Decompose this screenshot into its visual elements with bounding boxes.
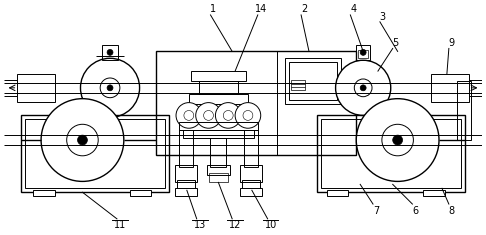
Bar — [156, 51, 356, 155]
Bar — [358, 51, 368, 58]
Bar — [102, 44, 118, 60]
Circle shape — [198, 105, 215, 122]
Bar — [207, 165, 230, 175]
Bar — [175, 188, 197, 196]
Bar — [179, 130, 193, 167]
Circle shape — [78, 135, 87, 145]
Circle shape — [41, 99, 124, 181]
Circle shape — [107, 49, 113, 55]
Bar — [240, 165, 262, 182]
Text: 2: 2 — [301, 4, 307, 14]
Bar — [240, 188, 262, 196]
Circle shape — [176, 103, 202, 128]
Circle shape — [360, 49, 366, 55]
Circle shape — [196, 103, 221, 128]
Circle shape — [215, 103, 241, 128]
Text: 4: 4 — [350, 4, 356, 14]
Text: 9: 9 — [449, 39, 455, 48]
Bar — [21, 115, 169, 192]
Circle shape — [354, 79, 372, 97]
Bar — [289, 62, 337, 100]
Circle shape — [100, 78, 120, 98]
Circle shape — [382, 124, 414, 156]
Bar — [242, 180, 260, 190]
Circle shape — [243, 110, 253, 120]
Bar — [431, 74, 469, 102]
Bar — [291, 80, 305, 90]
Text: 7: 7 — [373, 206, 379, 216]
Circle shape — [235, 103, 260, 128]
Text: 6: 6 — [412, 206, 418, 216]
Bar — [199, 81, 238, 94]
Bar — [33, 190, 55, 196]
Bar — [321, 119, 461, 188]
Bar — [208, 172, 228, 182]
Text: 5: 5 — [393, 39, 399, 48]
Circle shape — [204, 110, 213, 120]
Bar — [179, 122, 258, 130]
Circle shape — [223, 110, 233, 120]
Bar — [183, 130, 254, 138]
Bar — [130, 190, 152, 196]
Bar — [189, 94, 248, 104]
Bar — [210, 138, 226, 167]
Bar — [423, 190, 445, 196]
Circle shape — [393, 135, 402, 145]
Circle shape — [184, 110, 194, 120]
Bar — [285, 58, 341, 104]
Circle shape — [336, 60, 391, 115]
Text: 1: 1 — [210, 4, 217, 14]
Circle shape — [221, 105, 239, 122]
Circle shape — [204, 110, 209, 116]
Text: 13: 13 — [193, 220, 206, 230]
Bar — [175, 165, 197, 182]
Bar — [17, 74, 55, 102]
Circle shape — [360, 85, 366, 91]
Circle shape — [67, 124, 98, 156]
Bar — [177, 180, 195, 190]
Bar — [327, 190, 348, 196]
Bar — [191, 71, 246, 81]
Bar — [356, 44, 370, 60]
Circle shape — [81, 58, 139, 118]
Text: 12: 12 — [229, 220, 242, 230]
Text: 10: 10 — [264, 220, 277, 230]
Circle shape — [107, 85, 113, 91]
Circle shape — [227, 110, 233, 116]
Text: 14: 14 — [255, 4, 267, 14]
Text: 3: 3 — [380, 12, 386, 22]
Text: 11: 11 — [114, 220, 126, 230]
Circle shape — [356, 99, 439, 181]
Bar — [317, 115, 465, 192]
Bar — [25, 119, 165, 188]
Text: 8: 8 — [449, 206, 455, 216]
Bar — [244, 130, 258, 167]
Bar — [457, 81, 470, 140]
